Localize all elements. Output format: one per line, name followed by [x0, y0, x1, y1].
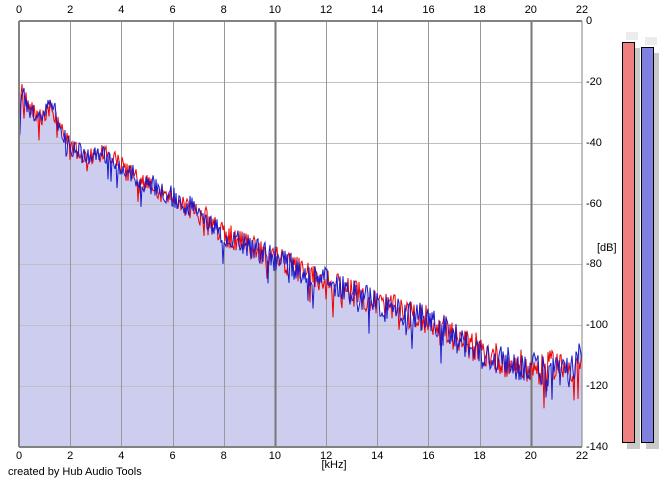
x-tick-top: 18 — [473, 4, 486, 16]
x-tick-top: 8 — [220, 4, 227, 16]
x-tick-bottom: 14 — [371, 450, 384, 462]
credit-text: created by Hub Audio Tools — [8, 466, 142, 478]
x-tick-top: 2 — [67, 4, 74, 16]
x-tick-bottom: 0 — [15, 450, 23, 462]
x-tick-bottom: 8 — [220, 450, 227, 462]
x-tick-bottom: 2 — [67, 450, 74, 462]
x-tick-top: 14 — [371, 4, 384, 16]
x-tick-top: 10 — [268, 4, 282, 16]
x-tick-top: 22 — [575, 4, 589, 16]
khz-unit-label: [kHz] — [321, 459, 347, 471]
db-tick: -80 — [586, 258, 602, 271]
x-tick-bottom: 6 — [169, 450, 176, 462]
x-tick-top: 6 — [169, 4, 176, 16]
db-tick: -140 — [586, 441, 609, 453]
meter-peak-ghost-right — [645, 37, 657, 45]
db-tick: -60 — [586, 197, 602, 210]
db-tick: -20 — [586, 75, 602, 88]
trace-channel-2-blue — [18, 87, 583, 400]
level-meter-bar-right — [641, 47, 654, 443]
x-tick-top: 20 — [524, 4, 537, 16]
db-tick: -100 — [586, 319, 609, 332]
x-tick-top: 0 — [15, 4, 23, 16]
x-tick-bottom: 12 — [319, 450, 333, 462]
db-tick: -40 — [586, 136, 602, 149]
meter-peak-ghost-left — [626, 32, 638, 40]
x-tick-top: 4 — [118, 4, 125, 16]
x-tick-bottom: 22 — [575, 450, 589, 462]
x-tick-bottom: 4 — [118, 450, 125, 462]
x-tick-bottom: 16 — [422, 450, 435, 462]
db-tick: -120 — [586, 380, 609, 393]
x-tick-top: 16 — [422, 4, 435, 16]
x-tick-bottom: 10 — [268, 450, 282, 462]
db-tick: 0 — [586, 15, 593, 27]
x-tick-bottom: 18 — [473, 450, 486, 462]
level-meter-bar-left — [622, 42, 635, 443]
x-tick-bottom: 20 — [524, 450, 537, 462]
db-unit-label: [dB] — [597, 242, 617, 254]
x-tick-top: 12 — [319, 4, 333, 16]
